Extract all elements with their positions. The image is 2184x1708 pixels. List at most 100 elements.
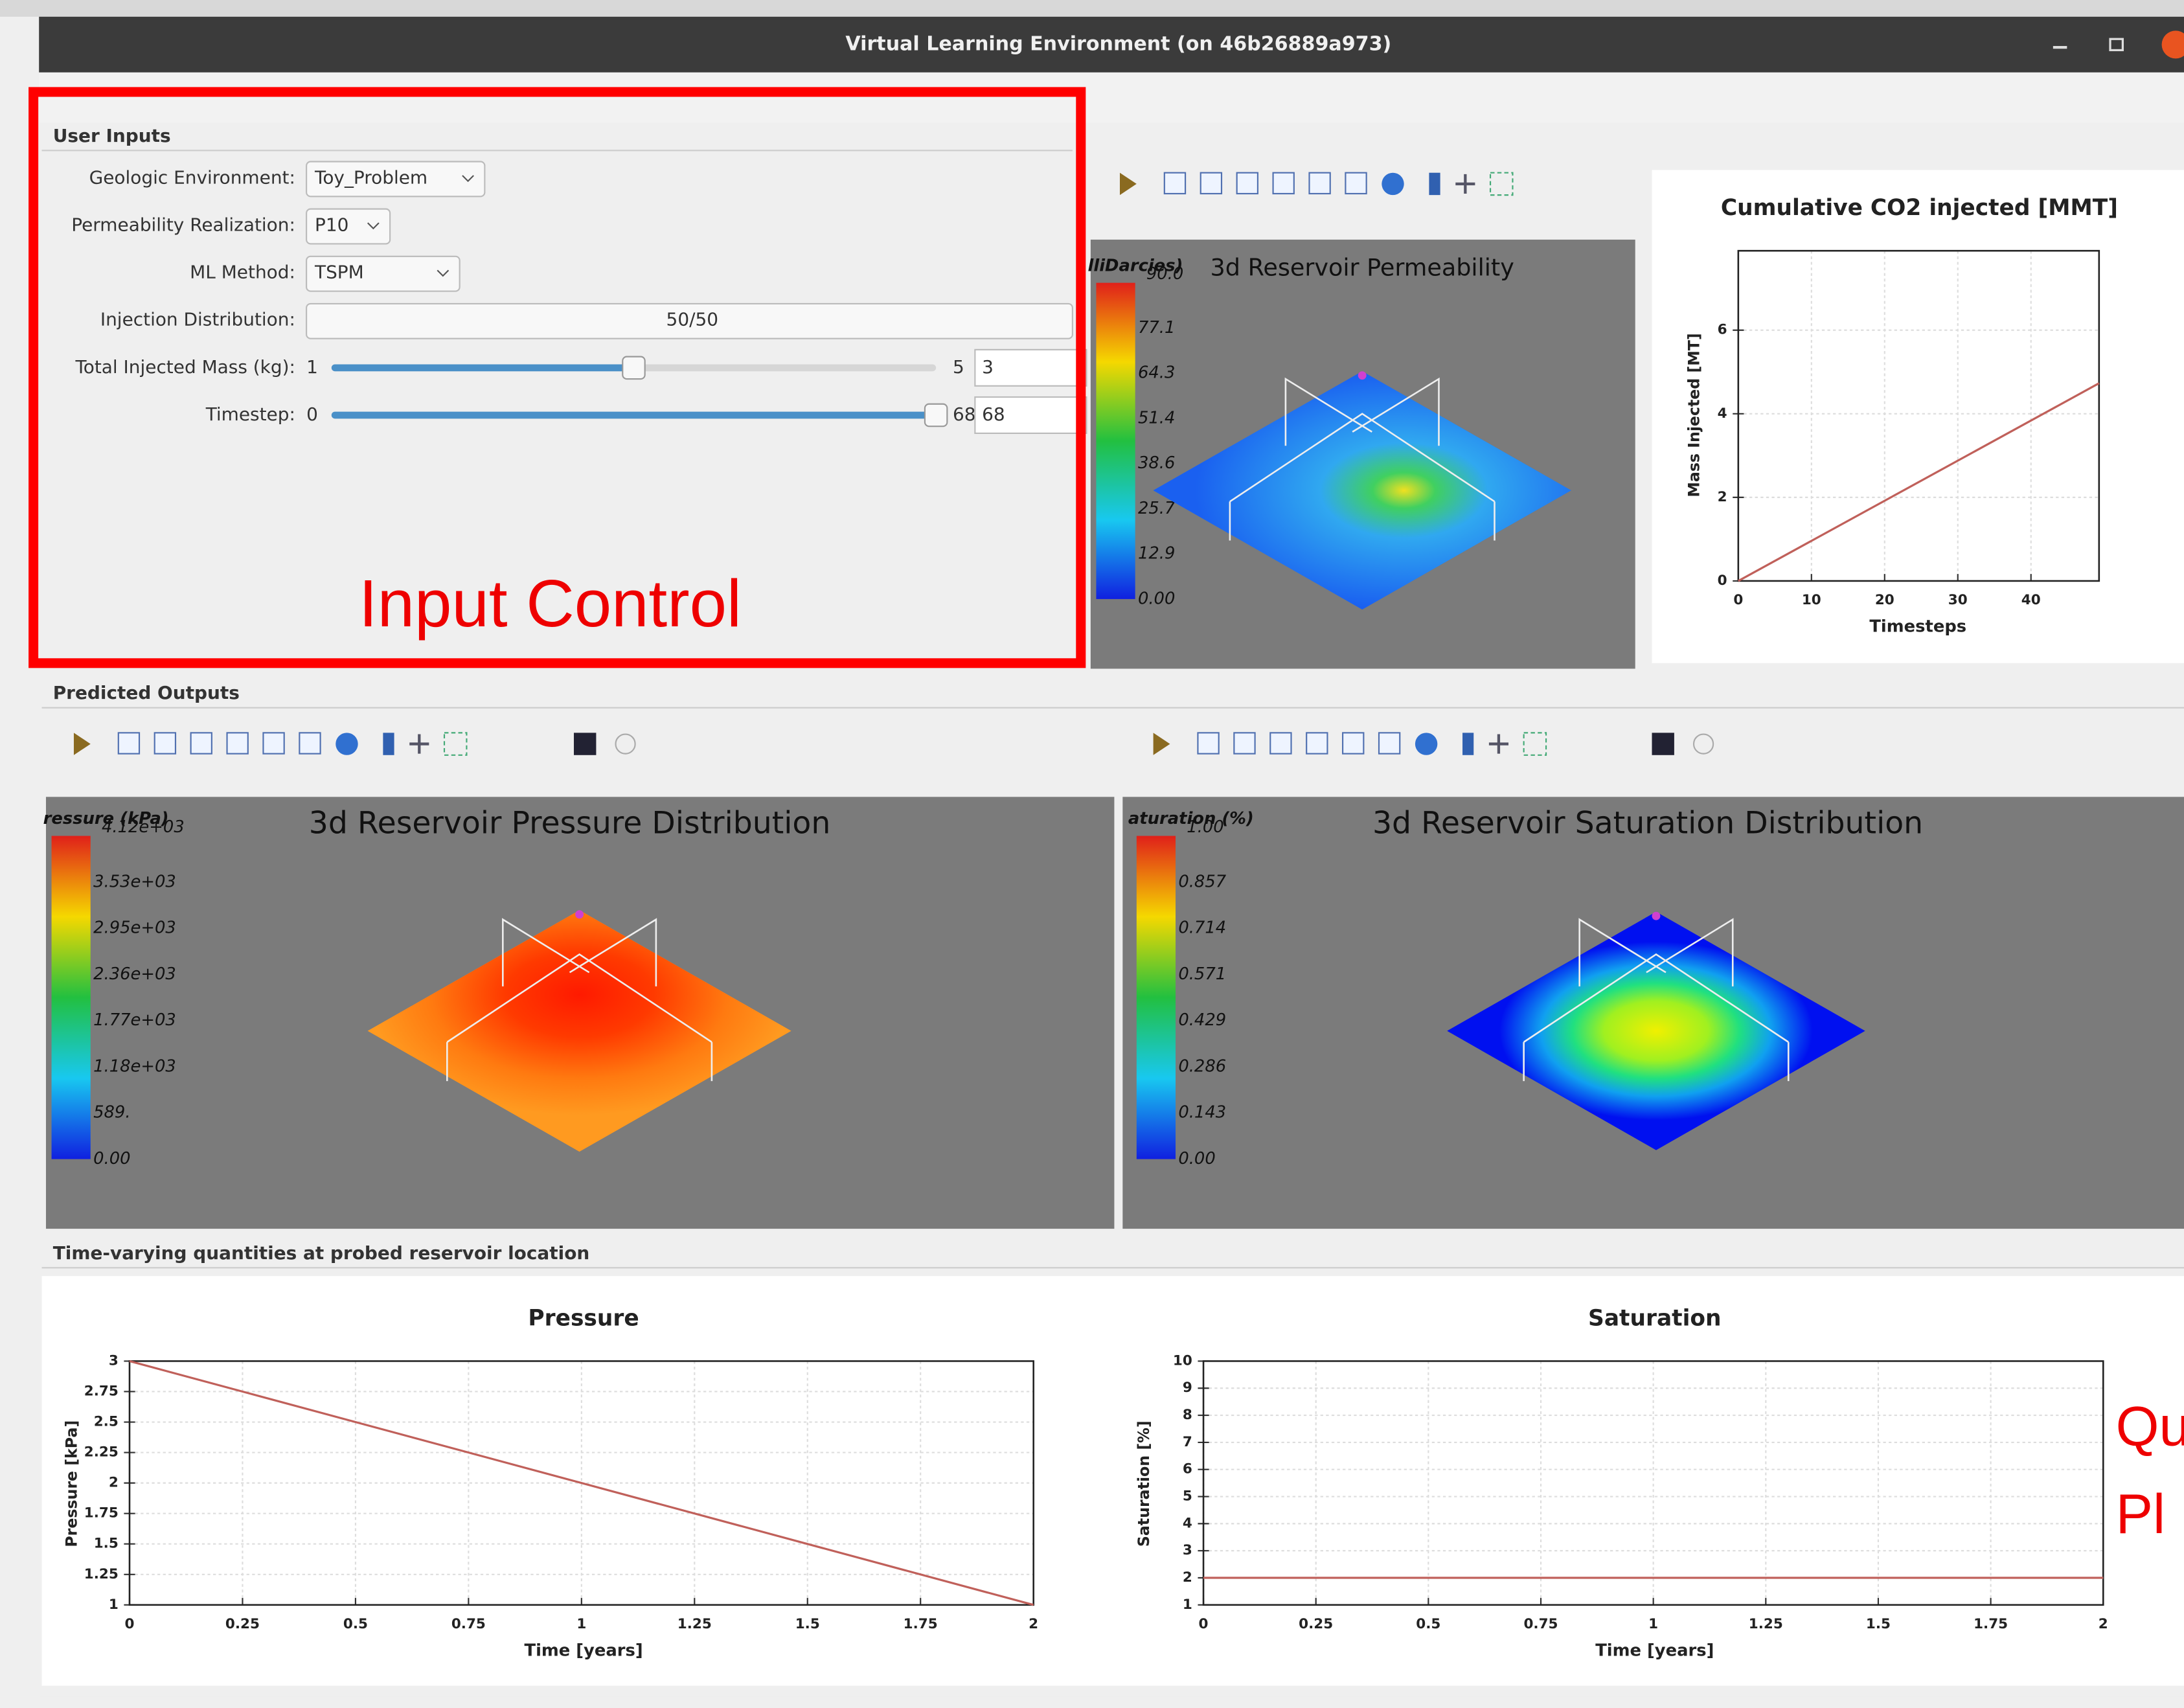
colorbar-label: 64.3 [1138, 363, 1175, 383]
x-tick-label: 2 [2099, 1616, 2108, 1632]
y-tick-label: 7 [1183, 1434, 1192, 1450]
slider-handle[interactable] [925, 404, 947, 426]
tool-icon[interactable] [119, 733, 139, 753]
y-tick-label: 9 [1183, 1380, 1192, 1396]
tool-icon[interactable] [1237, 173, 1258, 194]
tool-icon[interactable] [1379, 733, 1400, 753]
colorbar-label: 0.571 [1178, 964, 1226, 984]
x-tick-label: 0.75 [1523, 1616, 1558, 1632]
colorbar-label: 3.53e+03 [93, 872, 176, 891]
tool-icon[interactable] [1309, 173, 1330, 194]
group-heading: User Inputs [53, 125, 171, 146]
x-tick-label: 1 [1648, 1616, 1658, 1632]
tool-icon[interactable] [1415, 733, 1437, 755]
x-tick-label: 0.5 [343, 1616, 368, 1632]
tool-icon[interactable] [1462, 733, 1473, 755]
tool-icon[interactable] [1165, 173, 1185, 194]
colorbar-label: 589. [93, 1103, 130, 1122]
tool-icon[interactable] [155, 733, 176, 753]
slider-max: 5 [953, 356, 964, 378]
x-axis-label: Timesteps [1869, 617, 1966, 636]
colorbar-label: 77.1 [1138, 318, 1175, 337]
tool-icon[interactable] [1198, 733, 1218, 753]
slider-min: 1 [306, 356, 318, 378]
chart-title: Saturation [1588, 1305, 1721, 1331]
y-tick-label: 5 [1183, 1488, 1192, 1505]
x-tick-label: 1 [576, 1616, 586, 1632]
y-tick-label: 8 [1183, 1407, 1192, 1423]
tool-icon[interactable] [1270, 733, 1291, 753]
tool-icon[interactable] [1382, 173, 1404, 195]
y-tick-label: 6 [1718, 322, 1727, 338]
combo-value: P10 [315, 214, 348, 235]
x-tick-label: 10 [1802, 592, 1821, 608]
colorbar-label: 1.18e+03 [93, 1056, 176, 1076]
annotation: Pl [2116, 1483, 2165, 1545]
x-tick-label: 1.75 [1974, 1616, 2008, 1632]
x-axis-label: Time [years] [1595, 1641, 1714, 1660]
colorbar-label: 0.00 [93, 1149, 130, 1168]
tool-icon[interactable] [1234, 733, 1255, 753]
x-tick-label: 40 [2021, 592, 2041, 608]
tool-icon[interactable] [1429, 173, 1440, 195]
y-tick-label: 2 [109, 1475, 119, 1491]
colorbar-label: 1.77e+03 [93, 1010, 176, 1030]
y-tick-label: 4 [1183, 1515, 1192, 1531]
desktop-strip [0, 0, 2184, 17]
probe-point[interactable] [575, 910, 584, 918]
y-tick-label: 1.5 [94, 1536, 119, 1552]
y-tick-label: 1 [109, 1597, 119, 1613]
tool-icon[interactable] [1345, 173, 1366, 194]
colorbar-label: 12.9 [1138, 544, 1175, 564]
x-tick-label: 0.5 [1416, 1616, 1440, 1632]
tool-icon[interactable] [336, 733, 358, 755]
combo-value: Toy_Problem [314, 166, 427, 188]
y-tick-label: 1.25 [84, 1566, 119, 1582]
y-tick-label: 2 [1183, 1569, 1192, 1586]
colorbar-label: 0.714 [1178, 918, 1226, 938]
tool-icon[interactable] [191, 733, 212, 753]
y-axis-label: Saturation [%] [1135, 1420, 1153, 1547]
field-label: Permeability Realization: [71, 214, 295, 235]
colorbar-label: 38.6 [1138, 453, 1175, 473]
y-tick-label: 0 [1718, 573, 1727, 589]
colorbar [1137, 836, 1176, 1159]
chart-panel [1652, 170, 2184, 663]
y-tick-label: 3 [109, 1352, 119, 1369]
slider-label: Total Injected Mass (kg): [74, 356, 295, 378]
y-tick-label: 2.25 [84, 1444, 119, 1461]
slider-handle[interactable] [622, 357, 644, 379]
tool-icon[interactable] [1306, 733, 1327, 753]
colorbar [1096, 283, 1135, 599]
probe-point[interactable] [1652, 912, 1661, 920]
x-tick-label: 0.25 [1299, 1616, 1333, 1632]
save-icon[interactable] [1652, 733, 1674, 755]
y-axis-label: Pressure [kPa] [62, 1420, 80, 1547]
x-axis-label: Time [years] [524, 1641, 643, 1660]
tool-icon[interactable] [1201, 173, 1222, 194]
tool-icon[interactable] [299, 733, 320, 753]
x-tick-label: 1.75 [904, 1616, 938, 1632]
colorbar-label: 0.429 [1178, 1010, 1226, 1030]
combo-value: TSPM [314, 262, 364, 283]
colorbar-label: 0.00 [1178, 1149, 1215, 1168]
tool-icon[interactable] [383, 733, 394, 755]
slider-entry-value: 68 [982, 404, 1005, 425]
chart-title: Cumulative CO2 injected [MMT] [1721, 195, 2118, 221]
tool-icon[interactable] [1273, 173, 1294, 194]
tool-icon[interactable] [227, 733, 248, 753]
y-tick-label: 6 [1183, 1461, 1192, 1477]
x-tick-label: 1.25 [1749, 1616, 1783, 1632]
view-title: 3d Reservoir Saturation Distribution [1372, 805, 1923, 841]
colorbar-label: 2.95e+03 [93, 918, 176, 938]
field-label: Geologic Environment: [89, 166, 295, 188]
save-icon[interactable] [574, 733, 596, 755]
field-label: Injection Distribution: [100, 309, 295, 330]
tool-icon[interactable] [1343, 733, 1363, 753]
x-tick-label: 0 [1199, 1616, 1209, 1632]
y-tick-label: 2.75 [84, 1383, 119, 1399]
probe-point[interactable] [1358, 371, 1367, 380]
x-tick-label: 0 [125, 1616, 135, 1632]
tool-icon[interactable] [263, 733, 284, 753]
x-tick-label: 1.5 [795, 1616, 820, 1632]
